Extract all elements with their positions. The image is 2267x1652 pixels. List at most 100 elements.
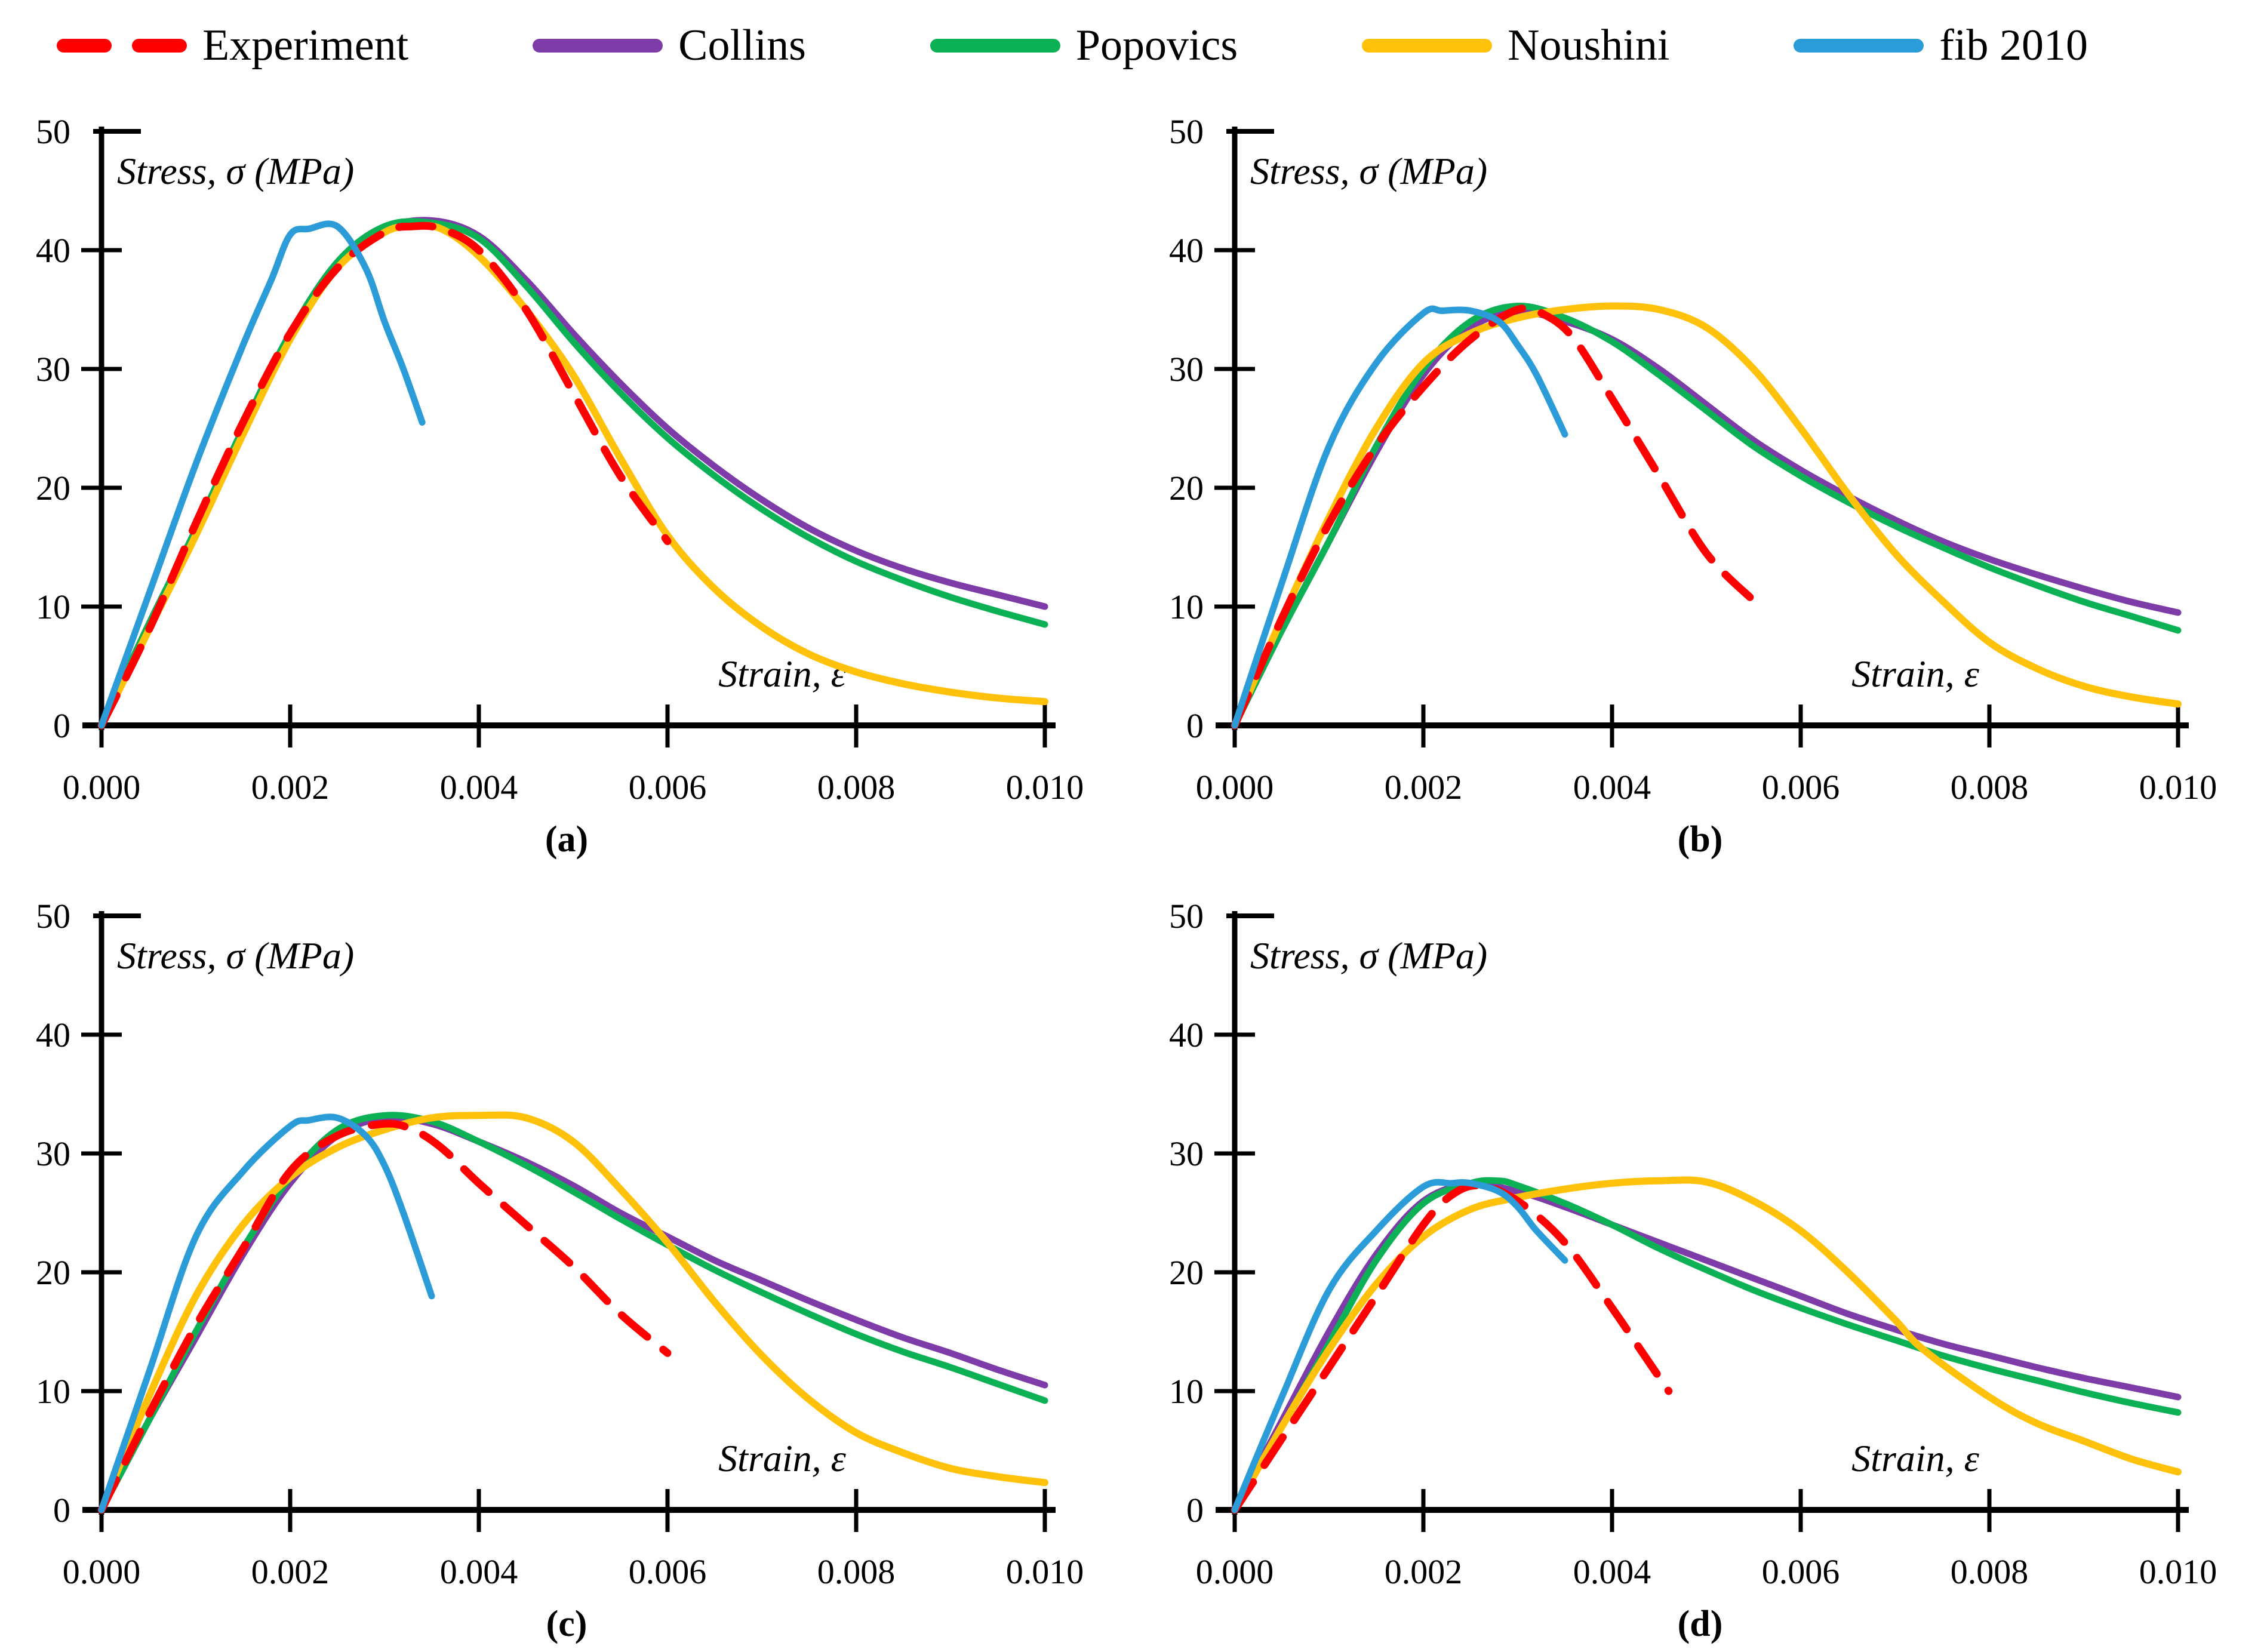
x-tick-label: 0.008 xyxy=(1951,768,2029,807)
legend-swatch-segment xyxy=(1362,38,1493,53)
y-tick-label: 20 xyxy=(1169,469,1204,507)
legend-item-experiment: Experiment xyxy=(57,23,408,67)
x-tick-label: 0.004 xyxy=(1573,1552,1651,1591)
legend-swatch-fib2010-line-icon xyxy=(1794,38,1924,53)
chart-a: 0 10 20 30 40 50 0.000 0.002 0.004 0.006 0.008 0.01… xyxy=(36,112,1084,807)
x-tick-label: 0.004 xyxy=(1573,768,1651,807)
x-tick-label: 0.008 xyxy=(817,1552,896,1591)
y-tick-label: 10 xyxy=(1169,587,1204,626)
x-tick-label: 0.000 xyxy=(1196,1552,1274,1591)
legend-label-experiment: Experiment xyxy=(202,21,409,70)
x-tick-label: 0.010 xyxy=(1006,768,1084,807)
x-tick-label: 0.006 xyxy=(629,768,707,807)
x-tick-label: 0.004 xyxy=(440,768,518,807)
series-collins-curve xyxy=(98,217,1048,729)
panel-c: 0 10 20 30 40 50 0.000 0.002 0.004 0.006 0.008 0.01… xyxy=(0,862,1133,1647)
legend-swatch-experiment-dashed-line-icon xyxy=(57,38,187,53)
y-axis-title: Stress, σ (MPa) xyxy=(117,150,354,192)
caption-a-text: (a) xyxy=(545,819,589,860)
y-tick-label: 40 xyxy=(36,1016,70,1054)
caption-d: (d) xyxy=(1133,1605,2267,1647)
x-tick-label: 0.004 xyxy=(440,1552,518,1591)
y-tick-label: 30 xyxy=(36,1134,70,1173)
y-tick-label: 0 xyxy=(53,706,70,745)
x-tick-label: 0.006 xyxy=(1762,1552,1840,1591)
x-tick-label: 0.008 xyxy=(817,768,896,807)
caption-a: (a) xyxy=(0,820,1133,862)
legend-swatch-segment xyxy=(930,38,1060,53)
legend-label-noushini: Noushini xyxy=(1508,21,1670,70)
x-tick-label: 0.010 xyxy=(2139,768,2217,807)
legend-swatch-popovics-line-icon xyxy=(930,38,1060,53)
legend-swatch-collins-line-icon xyxy=(533,38,663,53)
y-tick-label: 10 xyxy=(36,587,70,626)
panel-d: 0 10 20 30 40 50 0.000 0.002 0.004 0.006 0.008 0.01… xyxy=(1133,862,2267,1647)
y-tick-label: 50 xyxy=(36,897,70,936)
legend-swatch-segment xyxy=(57,38,112,53)
legend-item-collins: Collins xyxy=(533,23,806,67)
x-tick-label: 0.002 xyxy=(1385,1552,1463,1591)
y-tick-label: 30 xyxy=(36,350,70,389)
series-collins-curve xyxy=(1231,308,2182,729)
legend-item-fib2010: fib 2010 xyxy=(1794,23,2088,67)
series-fib2010-curve xyxy=(98,1113,435,1513)
y-tick-label: 30 xyxy=(1169,350,1204,389)
legend-swatch-noushini-line-icon xyxy=(1362,38,1493,53)
series-noushini-curve xyxy=(1231,302,2182,729)
panel-b: 0 10 20 30 40 50 0.000 0.002 0.004 0.006 0.008 0.01… xyxy=(1133,78,2267,862)
legend-item-popovics: Popovics xyxy=(930,23,1238,67)
y-tick-label: 10 xyxy=(1169,1372,1204,1411)
series-fib2010-curve xyxy=(1231,1179,1568,1513)
x-tick-label: 0.010 xyxy=(2139,1552,2217,1591)
series-experiment-curve xyxy=(1231,304,1758,730)
legend-swatch-segment xyxy=(132,38,187,53)
x-axis-title: Strain, ε xyxy=(1851,1437,1979,1479)
legend: Experiment Collins Popovics Noushini fib 201… xyxy=(0,0,2267,78)
series-popovics-curve xyxy=(1231,1177,2182,1513)
series-noushini-curve xyxy=(98,1111,1048,1513)
x-tick-label: 0.010 xyxy=(1006,1552,1084,1591)
y-tick-label: 30 xyxy=(1169,1134,1204,1173)
x-tick-label: 0.000 xyxy=(63,1552,141,1591)
y-tick-label: 40 xyxy=(1169,1016,1204,1054)
x-axis-title: Strain, ε xyxy=(718,1437,846,1479)
y-tick-label: 50 xyxy=(1169,112,1204,151)
panel-a: 0 10 20 30 40 50 0.000 0.002 0.004 0.006 0.008 0.01… xyxy=(0,78,1133,862)
series-experiment-curve xyxy=(97,222,672,730)
x-tick-label: 0.002 xyxy=(251,768,330,807)
y-tick-label: 20 xyxy=(36,1253,70,1292)
y-tick-label: 40 xyxy=(1169,231,1204,270)
series-fib2010-curve xyxy=(98,220,426,729)
y-tick-label: 0 xyxy=(53,1491,70,1530)
chart-d: 0 10 20 30 40 50 0.000 0.002 0.004 0.006 0.008 0.01… xyxy=(1169,897,2217,1591)
x-tick-label: 0.006 xyxy=(629,1552,707,1591)
series-popovics-curve xyxy=(1231,302,2182,729)
legend-swatch-segment xyxy=(533,38,663,53)
legend-swatch-segment xyxy=(1794,38,1924,53)
y-tick-label: 10 xyxy=(36,1372,70,1411)
caption-b-text: (b) xyxy=(1677,819,1723,860)
series-noushini-curve xyxy=(98,222,1048,729)
x-axis-title: Strain, ε xyxy=(1851,653,1979,695)
x-tick-label: 0.002 xyxy=(1385,768,1463,807)
series-experiment-curve xyxy=(97,1119,672,1514)
y-tick-label: 20 xyxy=(1169,1253,1204,1292)
caption-c-text: (c) xyxy=(546,1604,587,1644)
series-collins-curve xyxy=(1231,1180,2182,1513)
legend-label-collins: Collins xyxy=(678,21,806,70)
series-popovics-curve xyxy=(98,218,1048,729)
y-tick-label: 0 xyxy=(1186,1491,1204,1530)
caption-d-text: (d) xyxy=(1677,1604,1723,1644)
series-fib2010-curve xyxy=(1231,305,1568,729)
y-tick-label: 0 xyxy=(1186,706,1204,745)
x-tick-label: 0.000 xyxy=(63,768,141,807)
chart-b: 0 10 20 30 40 50 0.000 0.002 0.004 0.006 0.008 0.01… xyxy=(1169,112,2217,807)
legend-label-fib2010: fib 2010 xyxy=(1939,21,2088,70)
series-noushini-curve xyxy=(1231,1176,2182,1513)
series-experiment-curve xyxy=(1231,1181,1673,1514)
legend-item-noushini: Noushini xyxy=(1362,23,1669,67)
y-axis-title: Stress, σ (MPa) xyxy=(1250,150,1487,192)
chart-grid: 0 10 20 30 40 50 0.000 0.002 0.004 0.006 0.008 0.01… xyxy=(0,78,2267,1647)
legend-label-popovics: Popovics xyxy=(1075,21,1238,70)
